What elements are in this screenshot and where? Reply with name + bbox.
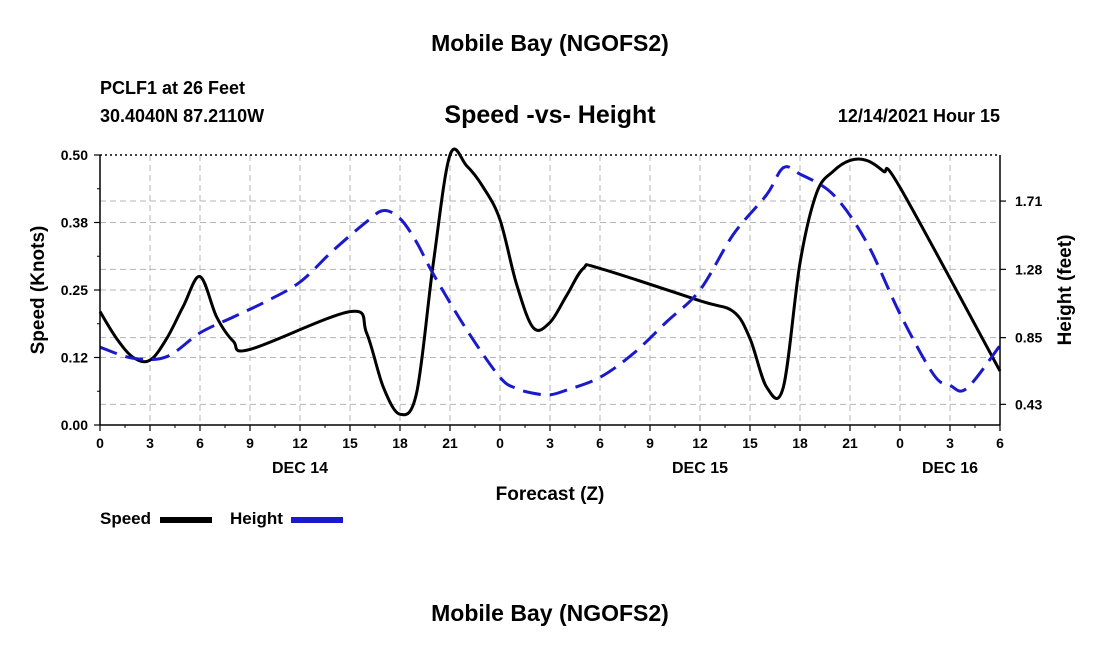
x-tick-label: 6 bbox=[996, 435, 1004, 451]
x-tick-label: 21 bbox=[842, 435, 858, 451]
x-tick-label: 6 bbox=[196, 435, 204, 451]
y-left-tick-label: 0.00 bbox=[61, 417, 88, 433]
x-tick-label: 3 bbox=[546, 435, 554, 451]
y-left-tick-label: 0.12 bbox=[61, 350, 88, 366]
x-tick-label: 15 bbox=[742, 435, 758, 451]
legend-height-label: Height bbox=[230, 509, 283, 528]
y-right-tick-label: 0.43 bbox=[1015, 396, 1042, 412]
day-label: DEC 14 bbox=[272, 460, 328, 477]
legend-speed-label: Speed bbox=[100, 509, 152, 528]
x-tick-label: 18 bbox=[392, 435, 408, 451]
x-tick-label: 0 bbox=[496, 435, 504, 451]
x-tick-label: 9 bbox=[646, 435, 654, 451]
datetime-label: 12/14/2021 Hour 15 bbox=[837, 106, 1000, 126]
y-right-tick-label: 1.28 bbox=[1015, 261, 1042, 277]
series-layer bbox=[98, 147, 1002, 417]
station-line: PCLF1 at 26 Feet bbox=[100, 78, 246, 98]
x-tick-label: 15 bbox=[342, 435, 358, 451]
x-tick-label: 0 bbox=[96, 435, 104, 451]
legend-height-swatch bbox=[291, 517, 343, 523]
chart-title: Speed -vs- Height bbox=[444, 101, 656, 129]
x-tick-label: 3 bbox=[946, 435, 954, 451]
x-tick-label: 0 bbox=[896, 435, 904, 451]
x-tick-label: 18 bbox=[792, 435, 808, 451]
x-tick-label: 3 bbox=[146, 435, 154, 451]
y-left-tick-label: 0.50 bbox=[61, 147, 88, 163]
height-series-line bbox=[99, 165, 1002, 397]
page-title-bottom: Mobile Bay (NGOFS2) bbox=[431, 600, 669, 626]
y-right-tick-label: 0.85 bbox=[1015, 330, 1042, 346]
day-label: DEC 16 bbox=[922, 460, 978, 477]
speed-series-line bbox=[98, 147, 1002, 417]
x-tick-label: 12 bbox=[292, 435, 308, 451]
coords-line: 30.4040N 87.2110W bbox=[100, 106, 265, 126]
label-layer: 0 3 6 9 12 15 18 21 0 3 6 9 12 15 18 21 0 3 6 DEC 14 DEC 15 D… bbox=[28, 147, 1076, 505]
y-right-axis-title: Height (feet) bbox=[1055, 235, 1076, 346]
page-title-top: Mobile Bay (NGOFS2) bbox=[431, 30, 669, 56]
y-left-tick-label: 0.38 bbox=[61, 215, 88, 231]
x-tick-label: 21 bbox=[442, 435, 458, 451]
x-tick-label: 6 bbox=[596, 435, 604, 451]
legend-speed-swatch bbox=[160, 517, 212, 523]
x-axis-title: Forecast (Z) bbox=[496, 484, 605, 505]
speed-height-chart: 0 3 6 9 12 15 18 21 0 3 6 9 12 15 18 21 0 3 6 DEC 14 DEC 15 D… bbox=[28, 147, 1076, 505]
y-left-axis-title: Speed (Knots) bbox=[28, 226, 49, 355]
y-right-tick-label: 1.71 bbox=[1015, 193, 1042, 209]
x-tick-label: 12 bbox=[692, 435, 708, 451]
axes-layer bbox=[94, 154, 1006, 431]
x-tick-label: 9 bbox=[246, 435, 254, 451]
grid-layer bbox=[100, 155, 1000, 425]
day-label: DEC 15 bbox=[672, 460, 728, 477]
y-left-tick-label: 0.25 bbox=[61, 282, 88, 298]
